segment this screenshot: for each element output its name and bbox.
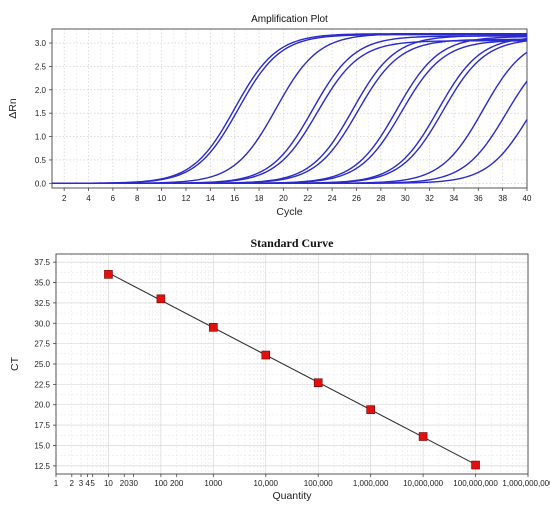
x-tick-label: 10,000 xyxy=(254,479,279,488)
y-tick-label: 3.0 xyxy=(35,39,47,48)
data-point-1 xyxy=(104,270,113,279)
x-tick-label: 3 xyxy=(79,479,84,488)
y-tick-label: 1.5 xyxy=(35,109,47,118)
amplification-curve-9 xyxy=(52,39,528,185)
y-axis-label: CT xyxy=(9,356,21,371)
x-tick-label: 100 xyxy=(154,479,168,488)
x-tick-label: 28 xyxy=(376,194,385,203)
x-tick-label: 22 xyxy=(303,194,312,203)
x-tick-label: 1,000,000 xyxy=(353,479,389,488)
y-tick-label: 37.5 xyxy=(34,258,50,267)
x-tick-label: 34 xyxy=(449,194,458,203)
x-tick-label: 30 xyxy=(129,479,138,488)
x-tick-label: 1 xyxy=(54,479,59,488)
plot-frame xyxy=(51,28,528,189)
x-tick-label: 4 xyxy=(86,194,91,203)
y-tick-label: 0.5 xyxy=(35,156,47,165)
x-tick-label: 100,000,000 xyxy=(453,479,498,488)
data-point-8 xyxy=(471,460,480,470)
amplification-curve-2 xyxy=(52,33,527,185)
x-tick-label: 32 xyxy=(425,194,434,203)
x-tick-label: 38 xyxy=(498,194,507,203)
x-axis-label: Cycle xyxy=(276,206,302,218)
amplification-curve-13 xyxy=(52,80,528,185)
x-tick-label: 36 xyxy=(474,194,483,203)
x-tick-label: 10 xyxy=(157,194,166,203)
x-tick-label: 1000 xyxy=(204,479,222,488)
x-tick-label: 2 xyxy=(70,479,75,488)
x-tick-label: 40 xyxy=(523,194,532,203)
standard-curve-plot: Standard Curve 1 2 3 4 5 10 20 30 100 200 1000 10,00… xyxy=(9,236,550,502)
x-tick-label: 20 xyxy=(279,194,288,203)
x-axis-label: Quantity xyxy=(272,490,312,502)
amplification-curve-5 xyxy=(52,40,527,185)
x-tick-label: 10,000,000 xyxy=(403,479,444,488)
data-point-2 xyxy=(156,294,166,304)
data-point-3 xyxy=(209,323,218,332)
x-tick-label: 8 xyxy=(135,194,140,203)
amplification-curve-6 xyxy=(52,34,528,185)
regression-line xyxy=(108,272,476,465)
y-tick-label: 25.0 xyxy=(34,360,50,369)
y-axis-label: ΔRn xyxy=(7,98,19,119)
data-point-7 xyxy=(418,432,428,441)
amplification-curve-11 xyxy=(52,40,528,185)
x-tick-label: 6 xyxy=(111,194,116,203)
data-point-4 xyxy=(261,350,271,360)
x-tick-label: 18 xyxy=(255,194,264,203)
amplification-curve-3 xyxy=(52,32,527,185)
data-point-5 xyxy=(313,378,323,388)
amplification-curve-14 xyxy=(52,119,528,185)
y-tick-label: 1.0 xyxy=(35,133,47,142)
amplification-curve-10 xyxy=(52,37,528,185)
x-tick-label: 4 xyxy=(85,479,90,488)
chart-title: Amplification Plot xyxy=(251,14,328,25)
chart-title: Standard Curve xyxy=(250,236,334,250)
amplification-curve-12 xyxy=(52,51,528,185)
x-tick-label: 5 xyxy=(90,479,95,488)
y-tick-label: 20.0 xyxy=(34,401,50,410)
y-tick-label: 2.0 xyxy=(35,86,47,95)
x-tick-label: 1,000,000,000 xyxy=(502,479,550,488)
x-tick-label: 2 xyxy=(62,194,67,203)
amplification-curve-1 xyxy=(51,32,527,184)
x-tick-label: 12 xyxy=(182,194,191,203)
y-tick-label: 12.5 xyxy=(34,462,50,471)
amplification-curve-4 xyxy=(52,35,527,185)
x-tick-label: 100,000 xyxy=(304,479,333,488)
x-tick-label: 14 xyxy=(206,194,215,203)
x-tick-label: 200 xyxy=(170,479,184,488)
x-tick-label: 20 xyxy=(120,479,129,488)
y-tick-label: 0.0 xyxy=(35,179,47,188)
y-tick-label: 17.5 xyxy=(34,421,50,430)
x-tick-label: 24 xyxy=(328,194,337,203)
y-tick-label: 35.0 xyxy=(34,279,50,288)
x-tick-label: 26 xyxy=(352,194,361,203)
y-tick-label: 30.0 xyxy=(34,319,50,328)
data-point-6 xyxy=(366,405,375,414)
x-tick-label: 30 xyxy=(401,194,410,203)
y-tick-label: 27.5 xyxy=(34,340,50,349)
y-tick-label: 32.5 xyxy=(34,299,50,308)
y-tick-label: 15.0 xyxy=(34,441,50,450)
x-tick-label: 10 xyxy=(104,479,113,488)
amplification-curve-7 xyxy=(52,38,528,185)
x-tick-label: 16 xyxy=(230,194,239,203)
y-tick-label: 2.5 xyxy=(35,62,47,71)
y-tick-label: 22.5 xyxy=(34,380,50,389)
amplification-curve-8 xyxy=(52,36,528,185)
